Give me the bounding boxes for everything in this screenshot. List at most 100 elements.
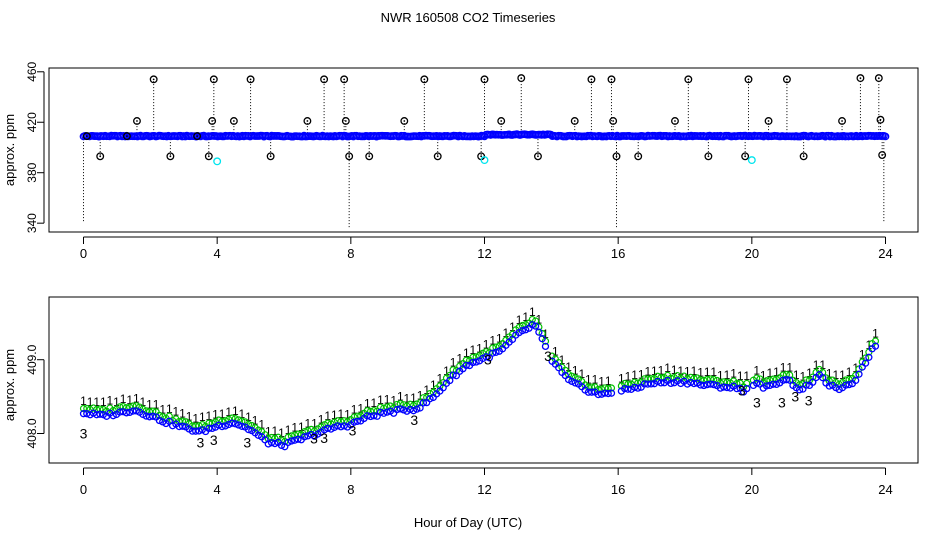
series-1-mark: 1	[631, 368, 638, 382]
series-1-mark: 1	[625, 370, 632, 384]
black-point	[764, 117, 773, 125]
black-point	[856, 74, 865, 83]
series-1-mark: 1	[872, 327, 879, 341]
black-point-center	[126, 135, 128, 138]
series-3-label: 3	[805, 392, 813, 408]
black-point	[799, 152, 808, 161]
series-2-point	[607, 384, 616, 392]
series-1-mark: 1	[417, 388, 424, 402]
series-2-point	[588, 383, 596, 391]
series-3-point	[116, 408, 124, 416]
series-3-point	[413, 405, 421, 413]
series-1-mark: 1	[813, 358, 820, 372]
black-point-center	[211, 120, 214, 122]
series-1-mark: 1	[318, 413, 325, 427]
series-3-label: 3	[197, 434, 205, 450]
black-point	[684, 75, 693, 84]
black-point	[122, 132, 131, 141]
series-2-point	[647, 375, 655, 383]
black-point	[204, 152, 213, 161]
series-1-mark: 1	[192, 412, 199, 426]
series-1-mark: 1	[338, 407, 345, 421]
series-1-mark: 1	[793, 368, 800, 382]
series-3-point	[485, 354, 494, 362]
series-3-point	[446, 376, 454, 385]
series-1-mark: 1	[859, 348, 866, 362]
series-1-mark: 1	[159, 402, 166, 416]
series-3-point	[132, 407, 140, 415]
bottom-plot-marks: 1 1 1 1 1 1 1 1 1 1 1 1 1 1 1 1 1 1 1 1 1 1 1 1 1 1 1 11 1 1 1 1 1 1 1 1 1 1 1…	[80, 305, 880, 450]
series-1-mark: 1	[846, 365, 853, 379]
series-3-point	[842, 381, 850, 389]
series-1-mark: 1	[252, 413, 259, 427]
series-3-point	[178, 422, 187, 430]
series-3-point	[192, 427, 200, 435]
series-3-point	[687, 378, 695, 387]
series-3-point	[769, 380, 777, 388]
series-3-point	[122, 409, 131, 417]
black-point	[193, 132, 202, 141]
series-1-mark: 1	[833, 368, 840, 382]
series-2-point	[762, 377, 771, 385]
series-2-point	[604, 384, 612, 393]
black-point	[587, 75, 596, 84]
series-1-mark: 1	[351, 403, 358, 417]
series-2-point	[630, 378, 639, 386]
cyan-point	[480, 156, 489, 165]
series-1-mark: 1	[522, 310, 529, 324]
series-2-point	[861, 354, 870, 362]
series-3-point	[79, 410, 88, 418]
black-point	[607, 75, 616, 84]
series-2-point	[79, 404, 88, 413]
bottom-y-axis: 408.0 409.0	[25, 344, 45, 449]
series-3-point	[419, 399, 428, 407]
black-point-center	[859, 77, 862, 79]
black-point	[480, 75, 489, 84]
series-3-point	[786, 376, 794, 384]
series-2-point	[228, 414, 236, 422]
black-point	[96, 152, 105, 161]
series-3-point	[795, 386, 804, 394]
black-point	[874, 74, 883, 83]
series-1-mark: 1	[272, 424, 279, 438]
series-3-point	[720, 383, 728, 391]
series-3-point	[221, 422, 230, 430]
series-1-mark: 1	[819, 358, 826, 372]
series-3-point	[690, 379, 698, 388]
series-3-point	[531, 322, 540, 330]
series-3-point	[607, 389, 616, 397]
black-point-center	[136, 120, 138, 122]
series-2-point	[205, 419, 213, 427]
series-3-label: 3	[753, 395, 761, 411]
black-point	[400, 117, 409, 125]
series-2-point	[640, 375, 649, 383]
series-2-point	[267, 433, 276, 442]
figure-title: NWR 160508 CO2 Timeseries	[381, 10, 556, 25]
series-2-point	[528, 315, 536, 324]
series-2-point	[624, 380, 632, 388]
series-1-mark: 1	[450, 355, 457, 369]
black-point-center	[674, 120, 676, 122]
black-point-center	[841, 120, 843, 122]
black-point	[303, 117, 312, 125]
series-3-point	[234, 421, 243, 429]
series-1-mark: 1	[371, 396, 378, 410]
series-3-point	[126, 408, 134, 417]
black-point	[612, 152, 621, 161]
top-plot-frame	[48, 67, 919, 233]
series-1-mark: 1	[404, 392, 411, 406]
black-point	[208, 117, 217, 125]
series-3-point	[284, 438, 292, 447]
series-3-point	[416, 404, 424, 412]
series-3-point	[594, 390, 602, 399]
series-3-label: 3	[210, 432, 218, 448]
series-1-mark: 1	[800, 370, 807, 384]
series-3-point	[865, 353, 873, 361]
series-1-mark: 1	[489, 334, 496, 348]
bottom-y-tick-label: 408.0	[25, 418, 39, 448]
series-1-mark: 1	[344, 407, 351, 421]
series-3-label: 3	[80, 425, 88, 441]
series-3-point	[300, 433, 309, 441]
series-3-point	[845, 380, 853, 389]
